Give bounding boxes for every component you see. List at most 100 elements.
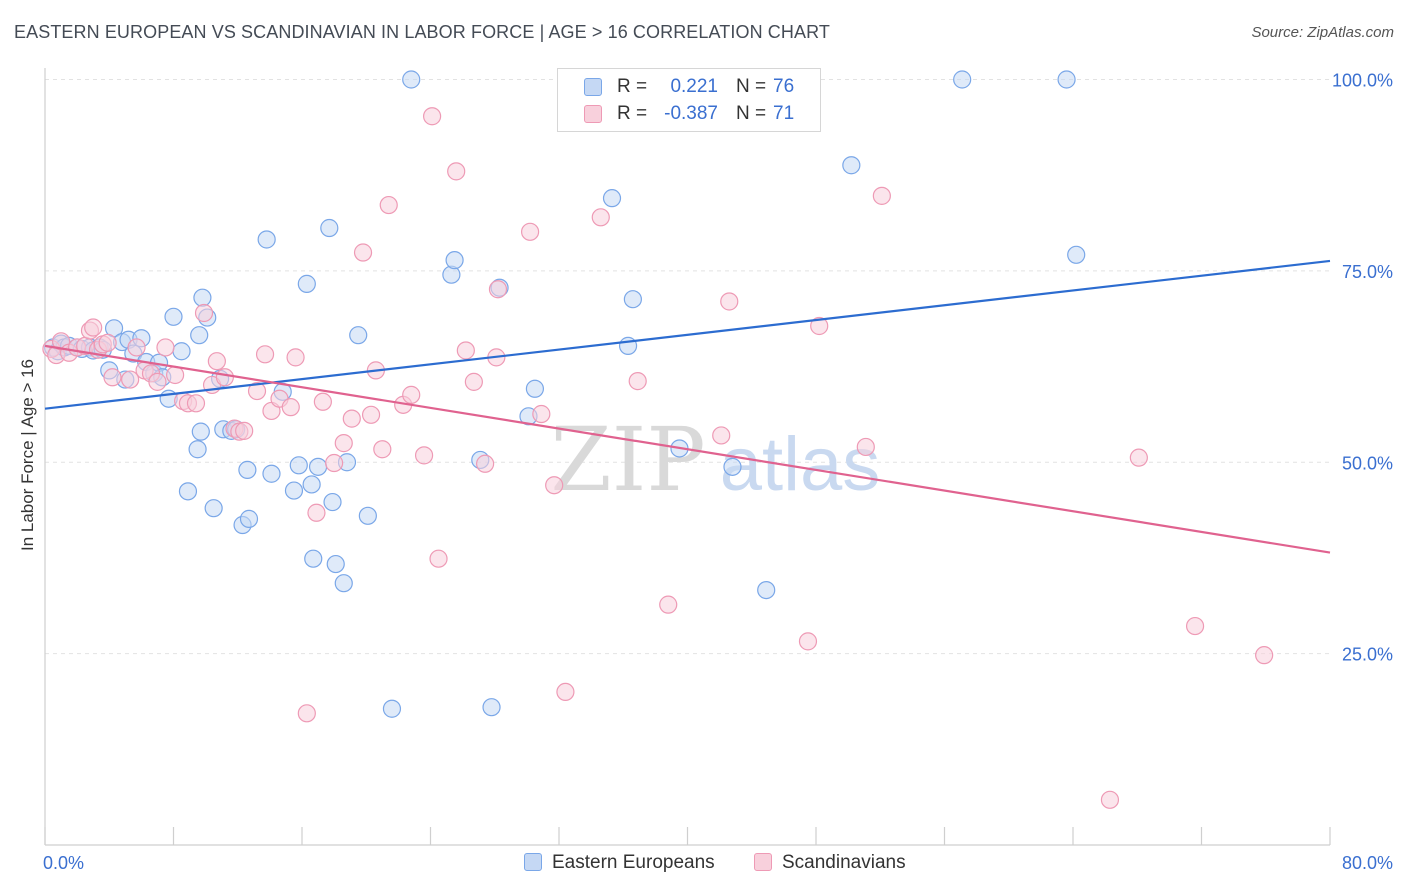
scandinavians-point bbox=[1185, 616, 1205, 636]
scandinavians-point bbox=[447, 162, 466, 181]
legend-n-label: N = bbox=[736, 76, 767, 97]
scandinavians-point bbox=[194, 303, 214, 323]
legend-r-label: R = bbox=[617, 103, 648, 124]
scandinavians-point bbox=[456, 341, 475, 360]
eastern-europeans-point bbox=[190, 326, 209, 345]
scandinavians-point bbox=[810, 316, 829, 336]
scandinavians-point bbox=[325, 453, 344, 473]
scandinavians-point bbox=[464, 372, 483, 391]
scandinavians-point bbox=[98, 333, 117, 352]
eastern-europeans-point bbox=[445, 251, 464, 270]
scandinavians-point bbox=[313, 392, 332, 411]
y-tick-label: 75.0% bbox=[1342, 262, 1393, 282]
scandinavians-point bbox=[156, 338, 175, 357]
scandinavians-point bbox=[235, 421, 254, 440]
eastern-europeans-point bbox=[349, 326, 368, 345]
scandinavians-point bbox=[379, 195, 398, 215]
eastern-europeans-point bbox=[402, 70, 421, 89]
y-axis-label: In Labor Force | Age > 16 bbox=[18, 358, 37, 552]
eastern-europeans-point bbox=[723, 457, 742, 476]
eastern-europeans-point bbox=[482, 698, 501, 717]
scandinavians-point bbox=[1255, 646, 1274, 665]
eastern-europeans-point bbox=[953, 70, 972, 89]
legend-r-value: 0.221 bbox=[670, 76, 718, 97]
scandinavians-point bbox=[429, 549, 448, 568]
eastern-europeans-point bbox=[1067, 245, 1086, 264]
eastern-europeans-point bbox=[334, 574, 353, 593]
legend-r-label: R = bbox=[617, 76, 648, 97]
scandinavians-point bbox=[121, 370, 140, 389]
scandinavians-point bbox=[532, 404, 551, 424]
scandinavians-legend-label: Scandinavians bbox=[782, 852, 906, 873]
scandinavians-point bbox=[520, 222, 540, 241]
scandinavians-legend-swatch bbox=[754, 853, 772, 871]
scandinavians-point bbox=[148, 372, 167, 391]
legend-r-value: -0.387 bbox=[664, 103, 718, 124]
scandinavians-points bbox=[42, 107, 1274, 809]
eastern-europeans-point bbox=[602, 189, 622, 208]
scandinavians-point bbox=[342, 409, 361, 428]
scandinavians-point bbox=[1129, 448, 1148, 467]
scandinavians-point bbox=[712, 426, 731, 445]
axes bbox=[44, 68, 1331, 846]
y-tick-label: 100.0% bbox=[1332, 71, 1393, 91]
eastern-europeans-points bbox=[43, 70, 1086, 718]
eastern-europeans-legend-label: Eastern Europeans bbox=[552, 852, 715, 873]
eastern-europeans-legend-swatch bbox=[524, 853, 542, 871]
y-tick-label: 25.0% bbox=[1342, 645, 1393, 665]
eastern-europeans-point bbox=[382, 699, 402, 718]
eastern-europeans-point bbox=[757, 580, 776, 600]
scandinavians-point bbox=[361, 405, 381, 424]
eastern-europeans-point bbox=[164, 307, 183, 326]
eastern-europeans-point bbox=[1057, 70, 1076, 89]
legend-n-label: N = bbox=[736, 103, 767, 124]
x-tick-label-min: 0.0% bbox=[43, 853, 84, 873]
chart-title: EASTERN EUROPEAN VS SCANDINAVIAN IN LABO… bbox=[14, 22, 830, 42]
watermark-atlas: atlas bbox=[720, 422, 881, 507]
eastern-europeans-point bbox=[193, 288, 212, 307]
eastern-europeans-trendline bbox=[44, 259, 1331, 410]
scandinavians-point bbox=[334, 434, 353, 453]
eastern-europeans-point bbox=[289, 456, 308, 475]
x-tick-label-max: 80.0% bbox=[1342, 853, 1393, 873]
legend-n-value: 71 bbox=[773, 103, 795, 124]
trend-lines bbox=[44, 259, 1331, 554]
grid-lines bbox=[45, 79, 1330, 655]
eastern-europeans-point bbox=[191, 422, 210, 441]
eastern-europeans-point bbox=[188, 440, 207, 459]
eastern-europeans-point bbox=[297, 274, 316, 293]
scandinavians-point bbox=[872, 186, 891, 205]
scandinavians-point bbox=[856, 437, 875, 457]
scandinavians-point bbox=[1100, 790, 1120, 809]
eastern-europeans-point bbox=[525, 379, 545, 398]
scandinavians-point bbox=[215, 368, 234, 387]
scandinavians-point bbox=[591, 208, 610, 227]
scandinavians-point bbox=[103, 368, 122, 387]
scandinavians-point bbox=[373, 440, 392, 459]
scandinavians-point bbox=[402, 385, 421, 404]
watermark-zip: ZIP bbox=[550, 408, 705, 511]
scandinavians-point bbox=[166, 365, 185, 385]
eastern-europeans-point bbox=[308, 457, 328, 476]
eastern-europeans-point bbox=[842, 156, 861, 175]
eastern-europeans-point bbox=[623, 290, 642, 309]
scandinavians-point bbox=[281, 398, 300, 417]
scandinavians-point bbox=[423, 107, 442, 126]
scandinavians-point bbox=[84, 318, 103, 337]
eastern-europeans-point bbox=[302, 475, 321, 494]
scandinavians-point bbox=[488, 280, 508, 299]
scandinavians-point bbox=[207, 352, 226, 371]
scandinavians-point bbox=[659, 595, 678, 614]
eastern-europeans-point bbox=[172, 342, 191, 361]
eastern-europeans-point bbox=[257, 230, 276, 249]
eastern-europeans-point bbox=[284, 481, 304, 500]
eastern-europeans-point bbox=[304, 549, 323, 568]
eastern-europeans-point bbox=[326, 554, 345, 574]
scandinavians-point bbox=[127, 338, 146, 357]
y-tick-label: 50.0% bbox=[1342, 453, 1393, 473]
eastern-europeans-point bbox=[323, 492, 342, 512]
scandinavians-point bbox=[297, 704, 316, 723]
watermark: ZIP atlas bbox=[550, 408, 880, 511]
scandinavians-trendline bbox=[44, 344, 1331, 554]
